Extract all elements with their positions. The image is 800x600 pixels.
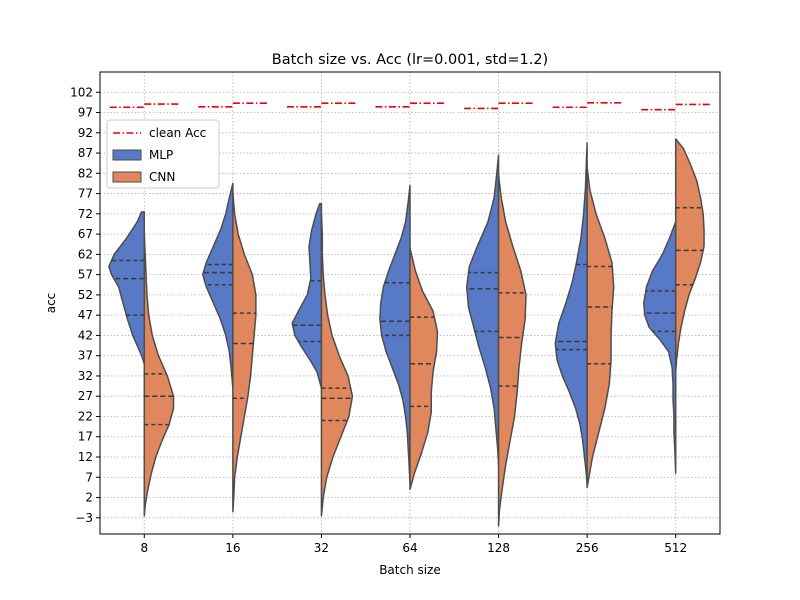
y-tick-label: 32 [78, 369, 93, 383]
violin-cnn-128 [497, 174, 527, 527]
y-tick-label: 7 [85, 470, 93, 484]
violin-cnn-32 [320, 213, 354, 517]
y-tick-label: −3 [75, 511, 93, 525]
y-tick-label: 92 [78, 126, 93, 140]
y-tick-label: 97 [78, 106, 93, 120]
y-tick-label: 52 [78, 288, 93, 302]
y-tick-label: 57 [78, 268, 93, 282]
x-tick-label: 16 [225, 541, 240, 555]
y-tick-label: 37 [78, 349, 93, 363]
violins [108, 138, 705, 527]
y-tick-label: 17 [78, 430, 93, 444]
violin-mlp-512 [643, 221, 677, 474]
x-tick-label: 64 [402, 541, 417, 555]
violin-mlp-16 [201, 182, 234, 389]
chart-title: Batch size vs. Acc (lr=0.001, std=1.2) [272, 52, 548, 68]
legend-swatch-mlp [112, 149, 142, 161]
y-tick-label: 22 [78, 409, 93, 423]
legend-swatch-cnn [112, 171, 142, 183]
violin-mlp-256 [554, 142, 588, 487]
violin-mlp-8 [108, 211, 146, 365]
y-tick-label: 67 [78, 227, 93, 241]
violin-cnn-512 [674, 138, 705, 373]
x-tick-label: 32 [314, 541, 329, 555]
y-tick-label: 77 [78, 187, 93, 201]
legend-label: clean Acc [149, 126, 206, 140]
y-tick-label: 62 [78, 247, 93, 261]
y-tick-label: 12 [78, 450, 93, 464]
x-axis-label: Batch size [379, 563, 441, 577]
y-tick-label: 2 [85, 491, 93, 505]
y-tick-label: 82 [78, 166, 93, 180]
x-tick-label: 128 [487, 541, 510, 555]
violin-mlp-32 [291, 202, 323, 389]
x-tick-label: 8 [140, 541, 148, 555]
y-tick-label: 47 [78, 308, 93, 322]
y-tick-label: 102 [70, 85, 93, 99]
legend-label: MLP [149, 148, 173, 162]
violin-mlp-128 [465, 154, 500, 466]
violin-cnn-256 [586, 166, 615, 489]
legend: clean Acc MLP CNN [106, 119, 220, 189]
violin-cnn-16 [232, 192, 257, 513]
y-tick-label: 42 [78, 328, 93, 342]
violin-mlp-64 [379, 184, 411, 485]
legend-box [106, 119, 220, 189]
legend-label: CNN [149, 170, 175, 184]
y-tick-label: 27 [78, 389, 93, 403]
x-tick-label: 512 [664, 541, 687, 555]
y-axis-label: acc [44, 293, 58, 314]
y-tick-label: 72 [78, 207, 93, 221]
violin-cnn-64 [409, 247, 439, 491]
clean-acc-lines [109, 102, 711, 111]
violin-cnn-8 [143, 233, 175, 517]
x-axis: 8 16 32 64 128 256 512 [140, 534, 687, 555]
y-axis: −327121722273237424752576267727782879297… [70, 85, 100, 525]
y-tick-label: 87 [78, 146, 93, 160]
x-tick-label: 256 [576, 541, 599, 555]
